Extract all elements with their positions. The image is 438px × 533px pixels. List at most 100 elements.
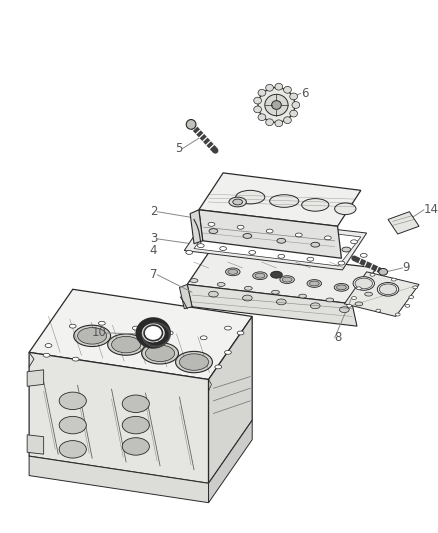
Polygon shape: [29, 352, 208, 483]
Ellipse shape: [357, 287, 361, 290]
Ellipse shape: [145, 345, 175, 361]
Ellipse shape: [99, 321, 105, 325]
Ellipse shape: [338, 261, 345, 265]
Ellipse shape: [190, 279, 198, 282]
Polygon shape: [29, 289, 252, 379]
Ellipse shape: [237, 331, 244, 335]
Ellipse shape: [342, 247, 351, 252]
Ellipse shape: [280, 276, 294, 284]
Ellipse shape: [283, 117, 291, 124]
Ellipse shape: [215, 365, 222, 369]
Ellipse shape: [258, 90, 266, 96]
Ellipse shape: [265, 94, 288, 116]
Ellipse shape: [276, 299, 286, 305]
Ellipse shape: [74, 325, 110, 346]
Polygon shape: [194, 220, 361, 266]
Ellipse shape: [307, 257, 314, 261]
Ellipse shape: [122, 416, 149, 434]
Polygon shape: [208, 317, 252, 483]
Polygon shape: [190, 210, 203, 244]
Polygon shape: [187, 285, 357, 326]
Ellipse shape: [309, 281, 319, 286]
Ellipse shape: [176, 351, 212, 373]
Ellipse shape: [266, 84, 273, 91]
Ellipse shape: [208, 222, 215, 226]
Ellipse shape: [395, 313, 400, 316]
Ellipse shape: [144, 325, 162, 341]
Ellipse shape: [225, 350, 231, 354]
Ellipse shape: [275, 120, 283, 127]
Ellipse shape: [45, 344, 52, 348]
Ellipse shape: [132, 326, 139, 330]
Ellipse shape: [228, 269, 238, 274]
Ellipse shape: [347, 304, 352, 307]
Text: 2: 2: [150, 205, 157, 218]
Ellipse shape: [108, 334, 145, 356]
Text: 5: 5: [175, 142, 182, 155]
Ellipse shape: [249, 251, 256, 254]
Ellipse shape: [141, 343, 178, 364]
Ellipse shape: [334, 284, 349, 291]
Ellipse shape: [244, 286, 252, 290]
Polygon shape: [27, 370, 44, 386]
Ellipse shape: [266, 119, 273, 126]
Ellipse shape: [198, 244, 204, 248]
Ellipse shape: [376, 309, 381, 312]
Polygon shape: [208, 420, 252, 503]
Ellipse shape: [272, 290, 279, 294]
Ellipse shape: [360, 253, 367, 257]
Ellipse shape: [299, 294, 307, 298]
Text: 8: 8: [335, 332, 342, 344]
Ellipse shape: [339, 307, 349, 312]
Ellipse shape: [413, 286, 417, 289]
Ellipse shape: [180, 354, 208, 370]
Ellipse shape: [336, 285, 346, 290]
Ellipse shape: [59, 392, 86, 409]
Text: 14: 14: [424, 203, 438, 216]
Ellipse shape: [311, 243, 320, 247]
Ellipse shape: [292, 102, 300, 108]
Ellipse shape: [325, 236, 331, 240]
Ellipse shape: [254, 106, 261, 113]
Ellipse shape: [72, 357, 79, 361]
Ellipse shape: [370, 273, 375, 276]
Ellipse shape: [379, 269, 388, 275]
Text: 9: 9: [403, 262, 410, 274]
Ellipse shape: [258, 114, 266, 120]
Ellipse shape: [355, 302, 363, 306]
Polygon shape: [199, 210, 342, 259]
Ellipse shape: [200, 336, 207, 340]
Ellipse shape: [392, 278, 396, 281]
Ellipse shape: [255, 273, 265, 278]
Ellipse shape: [243, 295, 252, 301]
Ellipse shape: [226, 268, 240, 276]
Ellipse shape: [365, 292, 372, 296]
Ellipse shape: [254, 97, 261, 104]
Ellipse shape: [290, 110, 297, 117]
Ellipse shape: [270, 195, 299, 207]
Polygon shape: [184, 215, 367, 270]
Ellipse shape: [271, 271, 282, 278]
Text: 10: 10: [92, 326, 107, 340]
Ellipse shape: [326, 298, 334, 302]
Ellipse shape: [59, 441, 86, 458]
Ellipse shape: [409, 296, 414, 298]
Ellipse shape: [186, 251, 193, 254]
Ellipse shape: [351, 240, 357, 244]
Ellipse shape: [112, 336, 141, 353]
Ellipse shape: [307, 280, 321, 287]
Ellipse shape: [253, 272, 267, 280]
Ellipse shape: [186, 119, 196, 129]
Polygon shape: [199, 173, 361, 226]
Ellipse shape: [220, 247, 226, 251]
Ellipse shape: [352, 296, 357, 300]
Ellipse shape: [266, 229, 273, 233]
Ellipse shape: [43, 353, 50, 357]
Ellipse shape: [377, 282, 399, 296]
Ellipse shape: [236, 190, 265, 204]
Ellipse shape: [229, 197, 247, 207]
Polygon shape: [180, 285, 192, 309]
Text: 4: 4: [150, 244, 157, 257]
Ellipse shape: [225, 326, 231, 330]
Ellipse shape: [122, 438, 149, 455]
